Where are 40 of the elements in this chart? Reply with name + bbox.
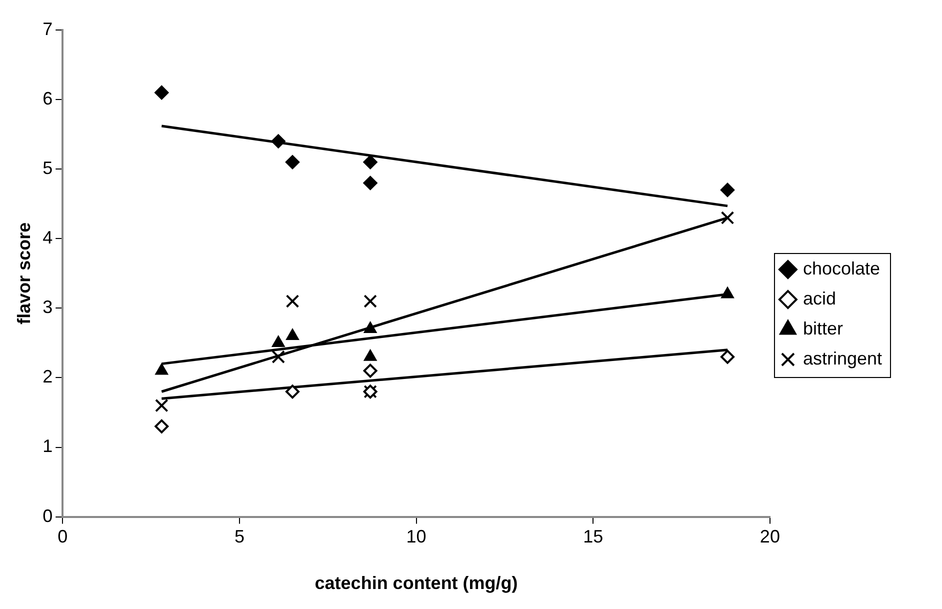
point [285, 155, 300, 170]
point [286, 328, 299, 340]
point [720, 211, 734, 224]
point [364, 322, 376, 334]
x-axis-title: catechin content (mg/g) [314, 573, 518, 594]
point [363, 176, 378, 190]
point [154, 419, 169, 434]
point [285, 384, 300, 399]
point [363, 364, 378, 378]
point [155, 364, 168, 375]
y-tick-label: 4 [42, 228, 53, 248]
y-tick-label: 7 [42, 18, 53, 39]
x-tick-label: 15 [583, 526, 604, 547]
point [364, 294, 377, 308]
point [364, 350, 376, 361]
point [154, 86, 169, 100]
y-tick-label: 3 [42, 297, 53, 318]
x-tick-label: 20 [760, 526, 780, 547]
y-tick-label: 2 [42, 366, 53, 387]
legend-label: acid [802, 288, 836, 308]
point [271, 134, 286, 148]
y-tick-label: 5 [42, 158, 53, 178]
point [363, 155, 378, 170]
y-tick-label: 0 [42, 506, 53, 526]
point [721, 287, 734, 298]
y-axis-title: flavor score [14, 222, 34, 324]
legend-label: bitter [802, 318, 843, 338]
point [272, 336, 285, 347]
y-tick-label: 1 [42, 436, 53, 456]
point [720, 350, 735, 364]
x-tick-label: 0 [58, 526, 68, 547]
point [154, 398, 168, 412]
legend-label: astringent [802, 348, 882, 368]
point [720, 182, 735, 197]
x-tick-label: 10 [406, 526, 426, 547]
point [272, 350, 286, 364]
legend-label: chocolate [802, 258, 880, 278]
point [286, 294, 300, 308]
y-tick-label: 6 [42, 88, 53, 109]
x-tick-label: 5 [234, 526, 244, 547]
